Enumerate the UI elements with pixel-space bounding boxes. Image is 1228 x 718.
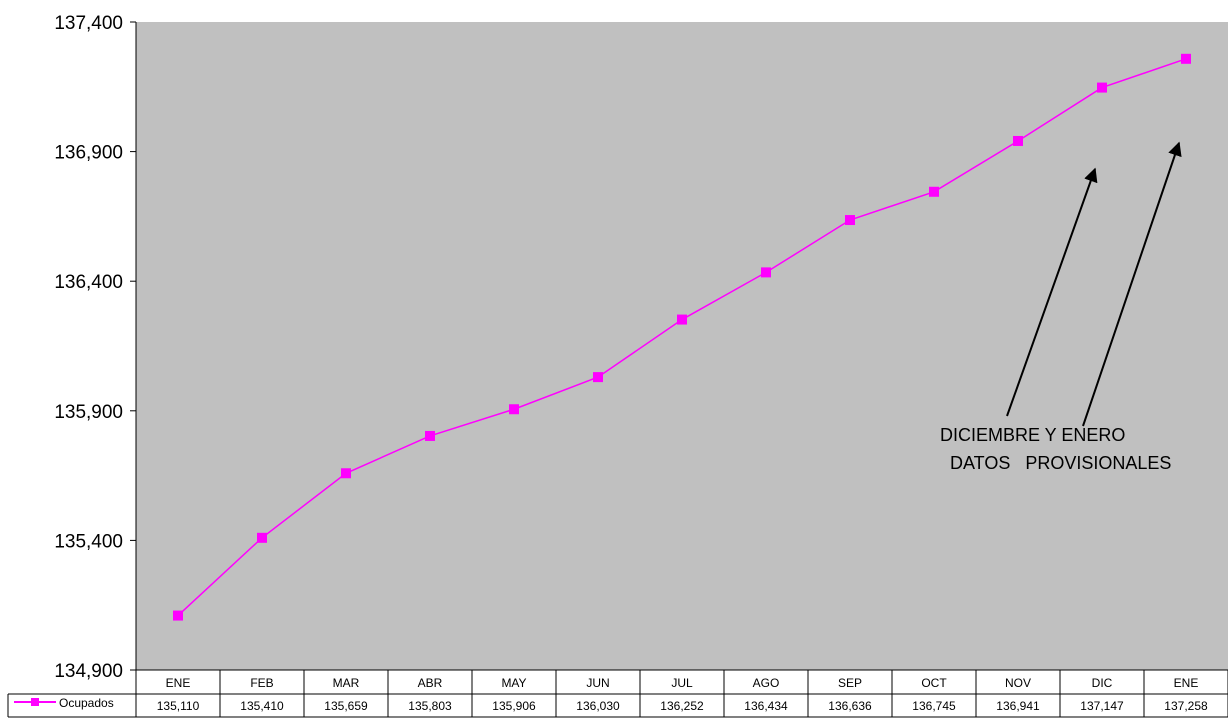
data-point [845,215,855,226]
data-table-cell: 136,030 [576,699,620,713]
data-point [677,314,687,325]
data-point [1097,82,1107,93]
data-point [929,186,939,197]
x-tick-label: FEB [250,676,273,690]
data-table: ENE 135,110 FEB 135,410 MAR 135,659 ABR 135,803… [7,669,1228,718]
y-tick-label: 136,900 [54,143,123,164]
data-point [509,404,519,415]
annotation-line-1: DICIEMBRE Y ENERO [940,425,1125,445]
data-table-cell: 136,636 [828,699,872,713]
data-table-cell: 135,659 [324,699,368,713]
data-table-cell: 136,941 [996,699,1040,713]
data-table-cell: 137,147 [1080,699,1124,713]
legend-marker [31,698,39,706]
x-tick-label: JUL [671,676,693,690]
y-tick-label: 135,400 [54,531,123,552]
data-point [425,430,435,441]
x-tick-label: ABR [418,676,443,690]
y-tick-label: 137,400 [54,13,123,34]
data-point [1013,135,1023,146]
annotation-line-2: DATOS PROVISIONALES [950,453,1171,473]
data-table-cell: 136,434 [744,699,788,713]
x-tick-label: OCT [921,676,947,690]
y-tick-label: 135,900 [54,402,123,423]
data-point [341,468,351,479]
data-table-cell: 135,803 [408,699,452,713]
y-axis: 134,900 135,400 135,900 136,400 136,900 137,4… [54,13,136,682]
x-tick-label: JUN [586,676,609,690]
x-tick-label: AGO [753,676,780,690]
x-tick-label: ENE [166,676,191,690]
series-ocupados [173,53,1191,621]
data-table-cell: 136,745 [912,699,956,713]
data-point [257,532,267,543]
x-tick-label: ENE [1174,676,1199,690]
x-tick-label: MAY [501,676,526,690]
y-tick-label: 136,400 [54,272,123,293]
data-table-cell: 136,252 [660,699,704,713]
x-tick-label: SEP [838,676,862,690]
legend-label: Ocupados [59,696,114,710]
data-table-cell: 135,906 [492,699,536,713]
plot-area [136,22,1228,670]
data-point [761,267,771,278]
annotation-arrow [1082,141,1182,427]
data-point [593,372,603,383]
annotation: DICIEMBRE Y ENERO DATOS PROVISIONALES [940,141,1182,473]
data-point [1181,53,1191,64]
data-point [173,610,183,621]
x-tick-label: MAR [333,676,360,690]
data-table-cell: 135,410 [240,699,284,713]
data-table-cell: 137,258 [1164,699,1208,713]
y-tick-label: 134,900 [54,661,123,682]
x-tick-label: DIC [1092,676,1113,690]
x-tick-label: NOV [1005,676,1031,690]
data-table-cell: 135,110 [157,699,200,713]
annotation-arrow [1006,167,1098,417]
